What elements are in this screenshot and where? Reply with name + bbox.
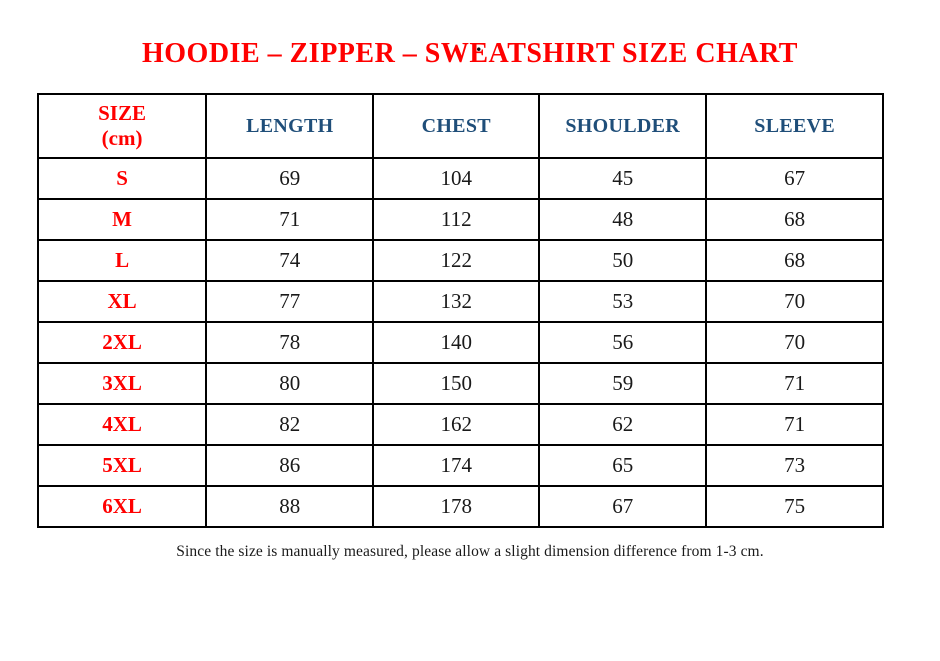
size-cell: M	[36, 198, 208, 242]
table-row-2xl: 2XL 78 140 56 70	[36, 321, 884, 365]
size-chart-table: SIZE (cm) LENGTH CHEST SHOULDER SLEEVE S 69 1…	[36, 93, 884, 529]
header-cell-size: SIZE (cm)	[36, 93, 208, 160]
table-body: S 69 104 45 67 M 71 112 48 68 L 74 122 50 68 XL 77 132 53 7…	[36, 157, 884, 529]
value-cell: 162	[372, 403, 541, 447]
value-cell: 132	[372, 280, 541, 324]
value-cell: 104	[372, 157, 541, 201]
footer-note: Since the size is manually measured, ple…	[176, 543, 764, 561]
header-cell-chest: CHEST	[372, 93, 541, 160]
value-cell: 178	[372, 485, 541, 529]
table-row-m: M 71 112 48 68	[36, 198, 884, 242]
table-row-4xl: 4XL 82 162 62 71	[36, 403, 884, 447]
size-cell: 4XL	[36, 403, 208, 447]
value-cell: 73	[705, 444, 884, 488]
size-chart-page: . HOODIE – ZIPPER – SWEATSHIRT SIZE CHAR…	[0, 31, 940, 561]
value-cell: 74	[205, 239, 375, 283]
size-cell: 3XL	[36, 362, 208, 406]
size-cell: 5XL	[36, 444, 208, 488]
value-cell: 53	[538, 280, 708, 324]
value-cell: 59	[538, 362, 708, 406]
header-row: SIZE (cm) LENGTH CHEST SHOULDER SLEEVE	[36, 93, 884, 160]
value-cell: 71	[705, 362, 884, 406]
tiny-dot-artifact: .	[476, 31, 482, 56]
value-cell: 56	[538, 321, 708, 365]
value-cell: 67	[538, 485, 708, 529]
value-cell: 62	[538, 403, 708, 447]
value-cell: 68	[705, 198, 884, 242]
value-cell: 65	[538, 444, 708, 488]
value-cell: 48	[538, 198, 708, 242]
value-cell: 77	[205, 280, 375, 324]
value-cell: 75	[705, 485, 884, 529]
value-cell: 45	[538, 157, 708, 201]
value-cell: 71	[705, 403, 884, 447]
table-row-s: S 69 104 45 67	[36, 157, 884, 201]
value-cell: 88	[205, 485, 375, 529]
value-cell: 140	[372, 321, 541, 365]
value-cell: 69	[205, 157, 375, 201]
value-cell: 70	[705, 280, 884, 324]
value-cell: 174	[372, 444, 541, 488]
value-cell: 82	[205, 403, 375, 447]
header-cell-sleeve: SLEEVE	[705, 93, 884, 160]
value-cell: 112	[372, 198, 541, 242]
size-cell: L	[36, 239, 208, 283]
size-cell: S	[36, 157, 208, 201]
table-row-l: L 74 122 50 68	[36, 239, 884, 283]
header-cell-shoulder: SHOULDER	[538, 93, 708, 160]
value-cell: 68	[705, 239, 884, 283]
size-cell: 2XL	[36, 321, 208, 365]
table-row-xl: XL 77 132 53 70	[36, 280, 884, 324]
value-cell: 86	[205, 444, 375, 488]
table-header: SIZE (cm) LENGTH CHEST SHOULDER SLEEVE	[36, 93, 884, 160]
size-header-line2: (cm)	[101, 126, 143, 151]
size-cell: 6XL	[36, 485, 208, 529]
value-cell: 67	[705, 157, 884, 201]
value-cell: 50	[538, 239, 708, 283]
value-cell: 70	[705, 321, 884, 365]
page-title: HOODIE – ZIPPER – SWEATSHIRT SIZE CHART	[142, 38, 798, 69]
table-row-3xl: 3XL 80 150 59 71	[36, 362, 884, 406]
table-row-6xl: 6XL 88 178 67 75	[36, 485, 884, 529]
size-header-line1: SIZE	[98, 101, 146, 125]
header-cell-length: LENGTH	[205, 93, 375, 160]
value-cell: 122	[372, 239, 541, 283]
value-cell: 71	[205, 198, 375, 242]
value-cell: 80	[205, 362, 375, 406]
table-row-5xl: 5XL 86 174 65 73	[36, 444, 884, 488]
size-cell: XL	[36, 280, 208, 324]
value-cell: 150	[372, 362, 541, 406]
value-cell: 78	[205, 321, 375, 365]
